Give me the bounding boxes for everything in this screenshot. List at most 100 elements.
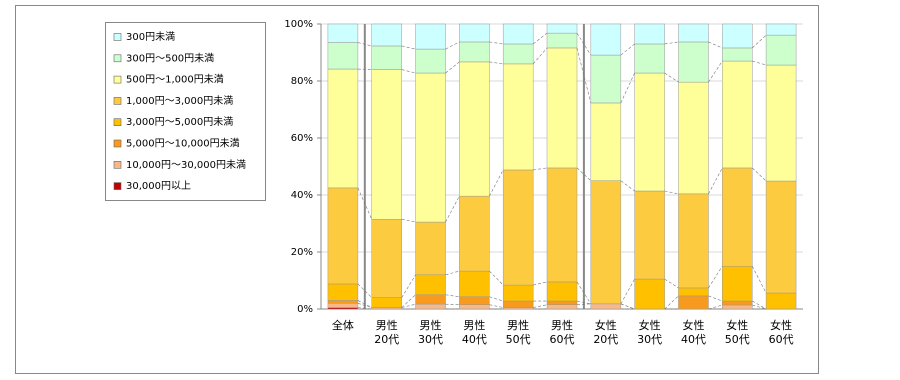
bar-segment: [415, 23, 446, 50]
bar-segment: [459, 61, 490, 197]
bar-segment: [546, 23, 578, 34]
x-tick-label: 女性 40代: [680, 319, 706, 346]
y-tick-label: 80%: [291, 76, 313, 87]
series-line: [401, 303, 416, 308]
series-line: [489, 270, 504, 286]
x-tick-label: 男性 50代: [505, 319, 531, 346]
bar-segment: [371, 218, 402, 298]
series-line: [357, 68, 372, 70]
bar-segment: [546, 167, 578, 283]
bar-segment: [546, 304, 578, 310]
series-line: [664, 295, 679, 310]
bar-segment: [502, 43, 534, 65]
series-line: [576, 47, 592, 104]
bar-segment: [371, 45, 402, 70]
bar-segment: [502, 284, 534, 302]
series-line: [357, 187, 373, 220]
series-line: [357, 283, 372, 298]
legend-label: 30,000円以上: [126, 180, 191, 192]
series-line: [445, 294, 460, 298]
bar-segment: [722, 167, 753, 267]
legend-label: 5,000円～10,000円未満: [126, 138, 240, 150]
bar-segment: [546, 47, 578, 169]
bar-segment: [634, 23, 665, 45]
legend-box: [105, 22, 266, 201]
series-line: [752, 304, 767, 310]
series-line: [445, 303, 460, 306]
bar-segment: [546, 281, 578, 302]
bar-segment: [415, 48, 446, 74]
bar-segment: [765, 34, 797, 66]
bar-segment: [678, 23, 709, 43]
series-line: [708, 266, 723, 289]
y-tick-label: 60%: [291, 133, 313, 144]
series-line: [576, 32, 592, 56]
bar-segment: [722, 300, 753, 306]
bar-segment: [678, 287, 709, 297]
bar-segment: [765, 64, 797, 182]
series-line: [489, 61, 504, 65]
series-line: [664, 190, 679, 195]
x-tick-label: 女性 60代: [768, 319, 794, 346]
bar-segment: [722, 60, 753, 169]
bar-segment: [459, 41, 490, 63]
bar-segment: [415, 221, 446, 276]
bar-segment: [327, 303, 359, 308]
legend-label: 500円～1,000円未満: [126, 74, 224, 86]
bar-segment: [502, 169, 534, 286]
series-line: [357, 307, 372, 310]
legend-label: 300円未満: [126, 31, 175, 43]
bar-segment: [590, 180, 622, 305]
legend-swatch: [113, 139, 122, 148]
y-tick-label: 0%: [297, 304, 313, 315]
bar-segment: [459, 195, 490, 272]
series-line: [401, 45, 416, 50]
bar-segment: [722, 304, 753, 310]
bar-segment: [546, 300, 578, 305]
bar-segment: [678, 295, 709, 310]
legend-swatch: [113, 161, 122, 169]
x-tick-label: 全体: [331, 319, 354, 332]
bar-segment: [327, 23, 359, 43]
bar-segment: [678, 41, 709, 83]
series-line: [708, 60, 723, 83]
bar-segment: [327, 283, 359, 301]
y-tick-label: 20%: [291, 247, 313, 258]
bar-segment: [634, 43, 665, 74]
bar-segment: [634, 190, 665, 280]
bar-segment: [327, 300, 359, 304]
legend-swatch: [113, 118, 122, 126]
series-line: [620, 43, 635, 56]
x-tick-label: 男性 40代: [461, 319, 487, 346]
bar-segment: [415, 72, 446, 223]
bar-segment: [502, 300, 534, 308]
bar-segment: [371, 23, 402, 47]
bar-segment: [415, 303, 446, 310]
legend-label: 1,000円～3,000円未満: [126, 95, 233, 107]
x-tick-label: 女性 20代: [593, 319, 619, 346]
bar-segment: [634, 72, 665, 192]
legend-swatch: [113, 33, 122, 41]
legend-swatch: [113, 54, 122, 63]
series-line: [489, 304, 504, 308]
series-line: [620, 303, 635, 310]
bar-segment: [459, 23, 490, 43]
series-line: [489, 41, 504, 45]
bar-segment: [502, 23, 534, 45]
bar-segment: [634, 278, 665, 310]
series-line: [445, 61, 460, 74]
series-line: [401, 274, 416, 298]
bar-segment: [459, 296, 490, 305]
series-line: [576, 300, 591, 305]
x-tick-label: 男性 30代: [418, 319, 444, 346]
series-line: [664, 278, 679, 289]
x-tick-label: 女性 30代: [637, 319, 663, 346]
series-line: [445, 270, 460, 276]
bar-segment: [327, 187, 359, 285]
bar-segment: [415, 294, 446, 305]
series-line: [357, 42, 372, 47]
series-line: [620, 72, 635, 104]
legend-label: 300円～500円未満: [126, 52, 214, 64]
bar-segment: [590, 23, 622, 56]
